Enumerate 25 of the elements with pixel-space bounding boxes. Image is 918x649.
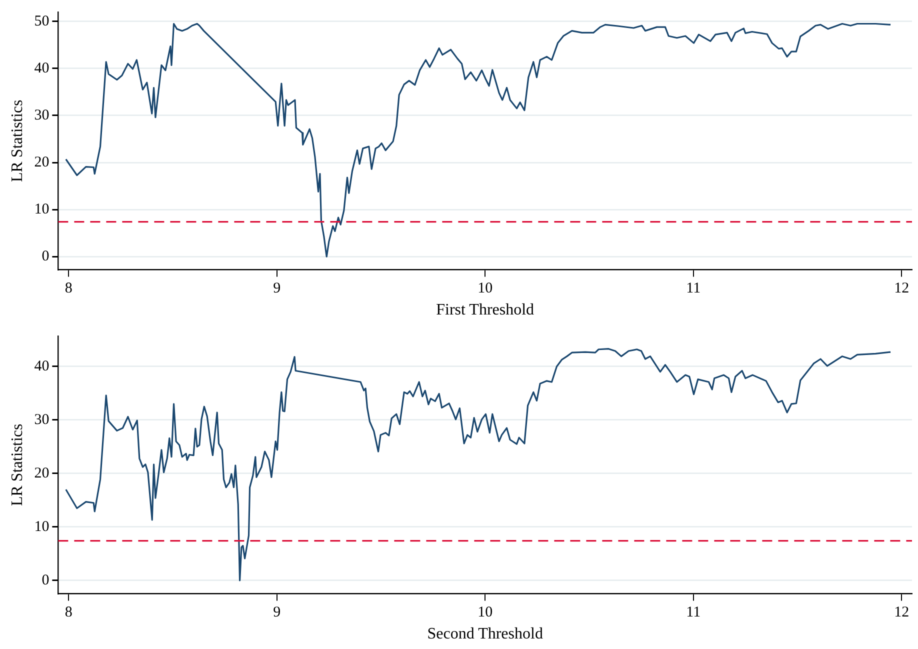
x-tick-label: 12 [894,604,910,621]
x-tick-label: 11 [686,604,701,621]
y-tick-label: 10 [34,202,50,218]
y-tick-label: 50 [34,13,50,30]
y-tick-label: 0 [42,572,50,588]
x-axis-title: Second Threshold [427,626,543,643]
y-tick-label: 20 [34,465,50,482]
x-axis-title: First Threshold [436,302,534,319]
x-tick-label: 8 [64,604,72,621]
x-tick-label: 12 [894,280,910,297]
x-tick-label: 9 [273,604,281,621]
x-tick-label: 10 [478,280,493,297]
y-tick-label: 10 [34,518,50,535]
y-tick-label: 40 [34,60,50,76]
y-tick-label: 20 [34,154,50,170]
y-axis-title: LR Statistics [8,424,26,506]
x-tick-label: 10 [478,604,493,621]
x-tick-label: 8 [64,280,72,297]
y-tick-label: 30 [34,107,50,124]
y-tick-label: 40 [34,358,50,374]
y-tick-label: 0 [42,248,50,265]
y-axis-title: LR Statistics [8,100,26,182]
x-tick-label: 11 [686,280,701,297]
y-tick-label: 30 [34,412,50,428]
x-tick-label: 9 [273,280,281,297]
